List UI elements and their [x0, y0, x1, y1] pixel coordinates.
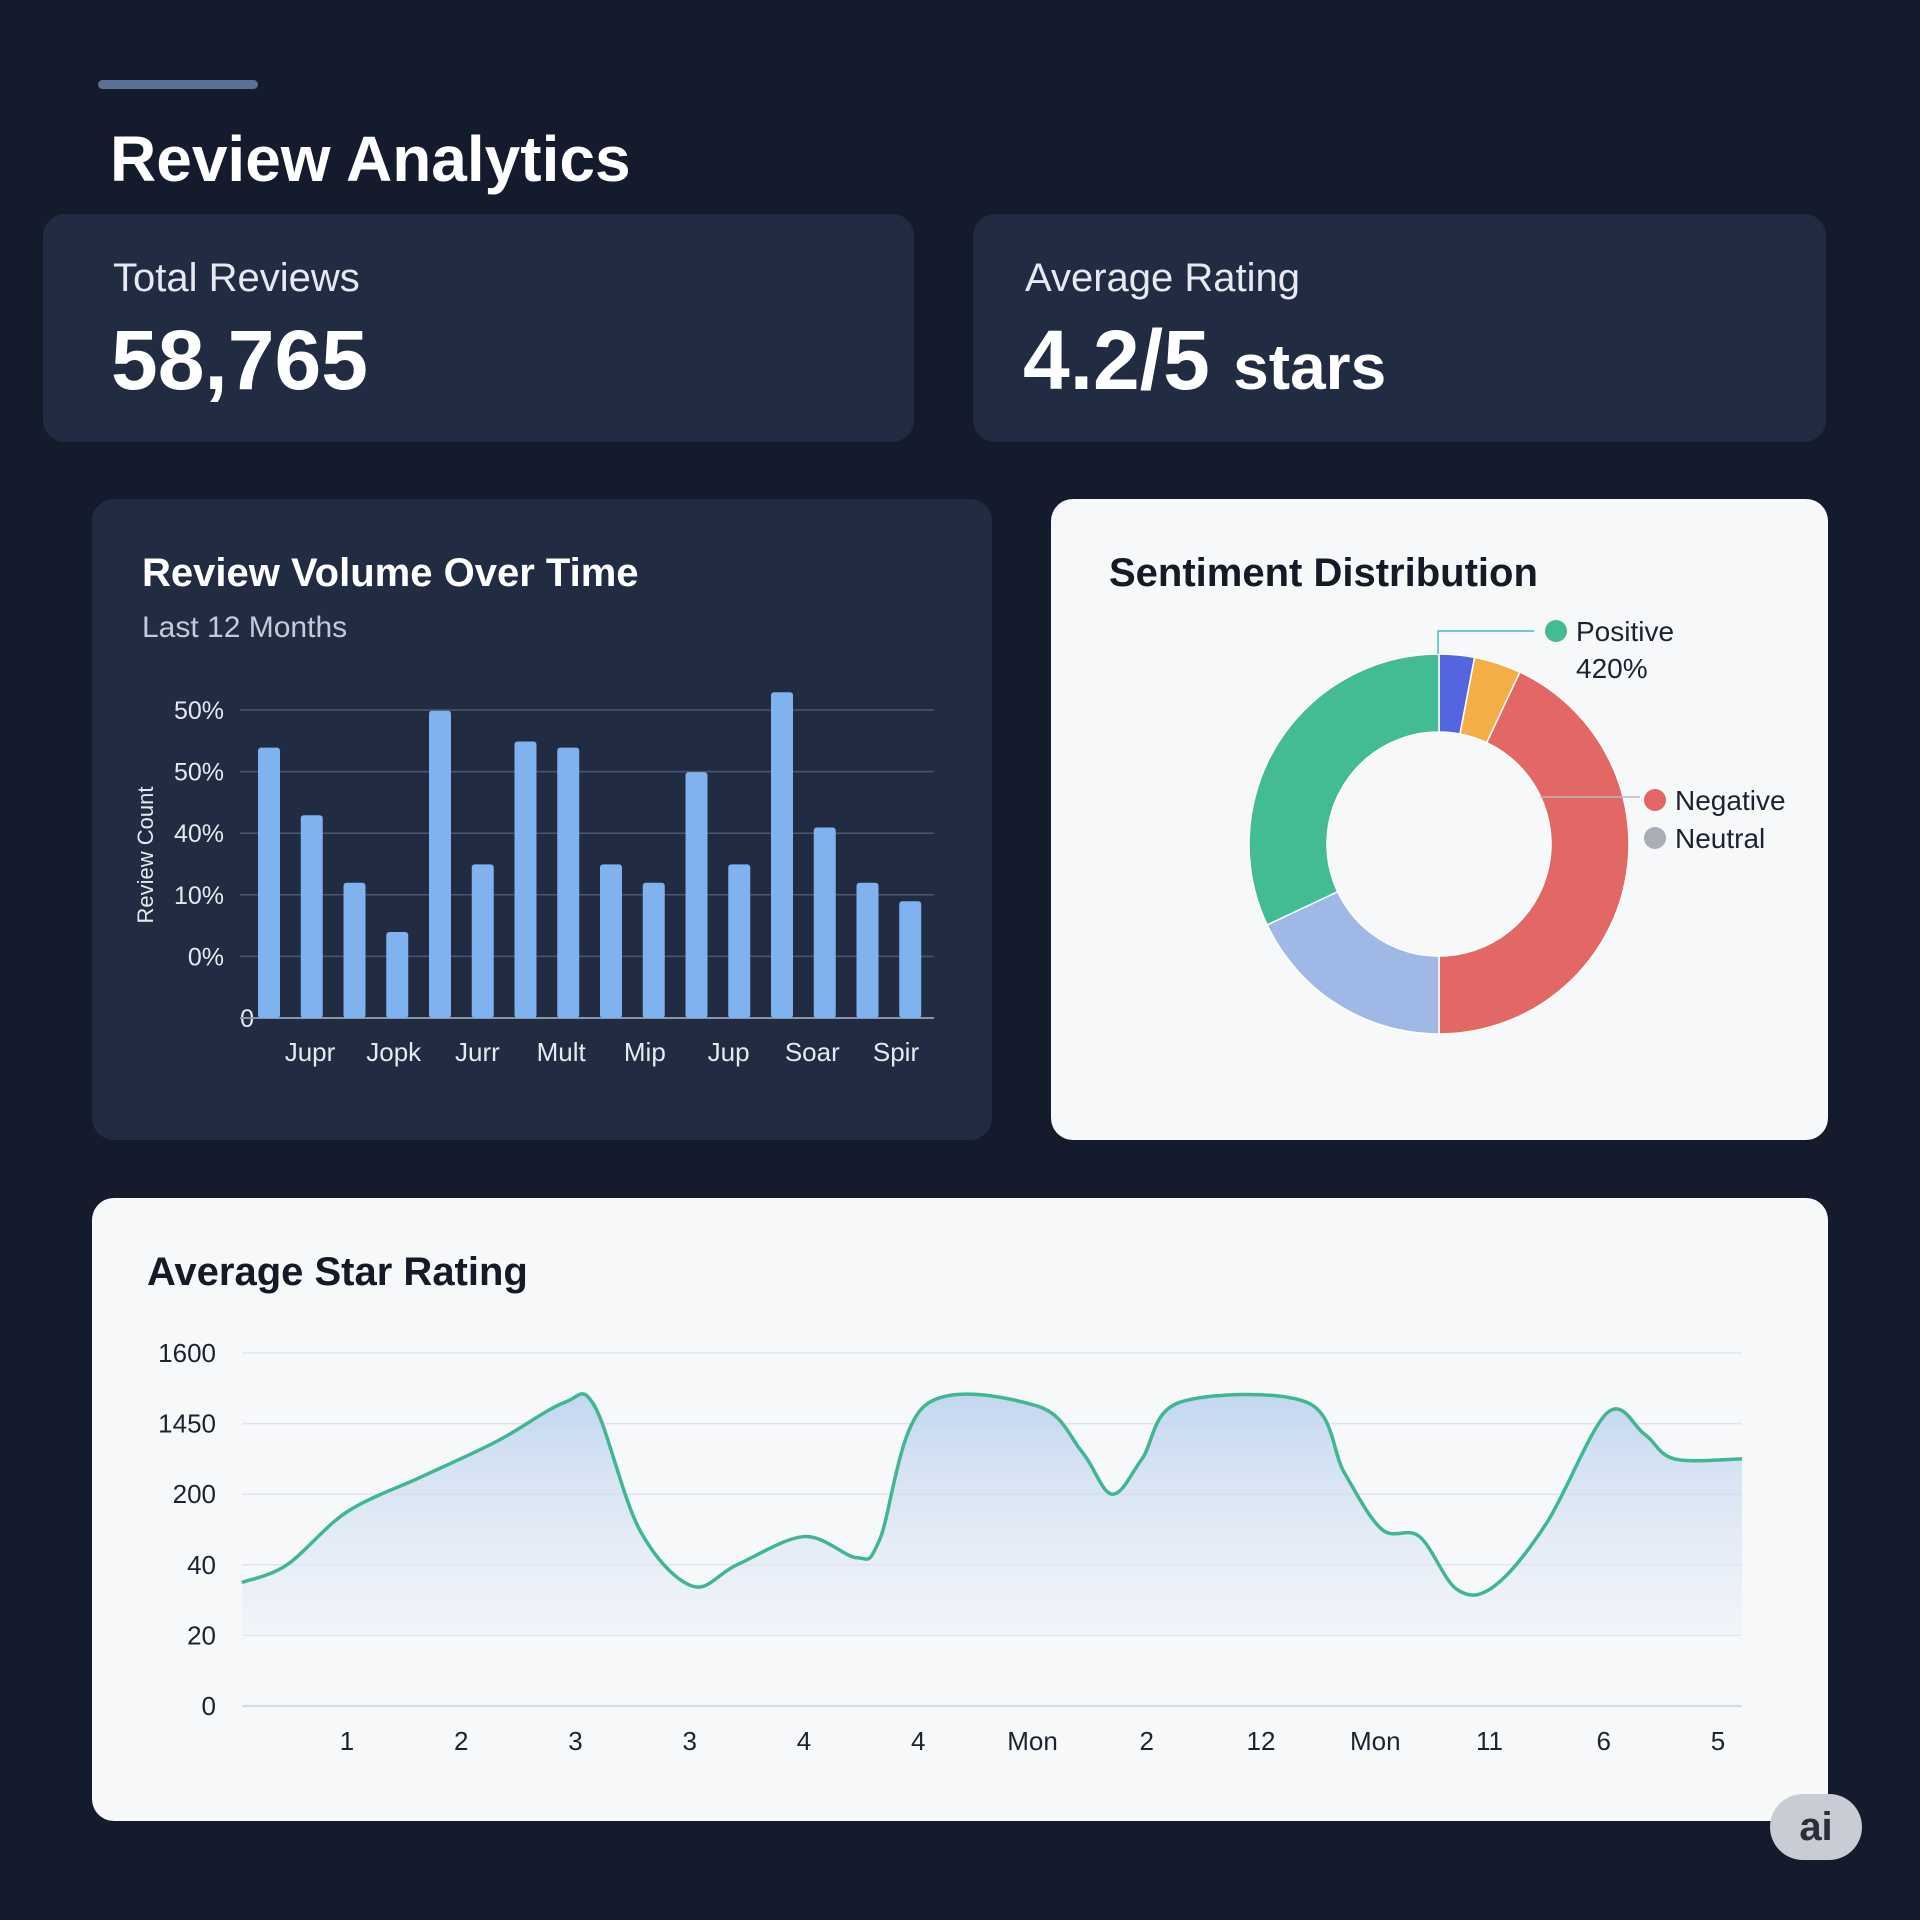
kpi-label: Total Reviews: [113, 256, 360, 300]
panel-subtitle: Last 12 Months: [142, 611, 348, 644]
review-volume-panel: Review Volume Over Time Last 12 Months: [92, 499, 992, 1140]
header-accent-bar: [98, 80, 258, 89]
kpi-card-average-rating: Average Rating 4.2/5 stars: [973, 214, 1826, 442]
kpi-card-total-reviews: Total Reviews 58,765: [43, 214, 914, 442]
kpi-value-unit: stars: [1233, 331, 1387, 403]
panel-title: Average Star Rating: [147, 1250, 528, 1294]
star-rating-panel: Average Star Rating: [92, 1198, 1828, 1821]
sentiment-panel: Sentiment Distribution: [1051, 499, 1828, 1140]
kpi-value: 58,765: [111, 313, 368, 407]
page-title: Review Analytics: [110, 123, 631, 195]
kpi-value-number: 4.2/5: [1023, 313, 1210, 407]
kpi-label: Average Rating: [1025, 256, 1300, 300]
panel-title: Review Volume Over Time: [142, 551, 639, 595]
kpi-value: 4.2/5 stars: [1023, 312, 1386, 409]
ai-badge[interactable]: ai: [1770, 1794, 1862, 1860]
panel-title: Sentiment Distribution: [1109, 551, 1538, 595]
